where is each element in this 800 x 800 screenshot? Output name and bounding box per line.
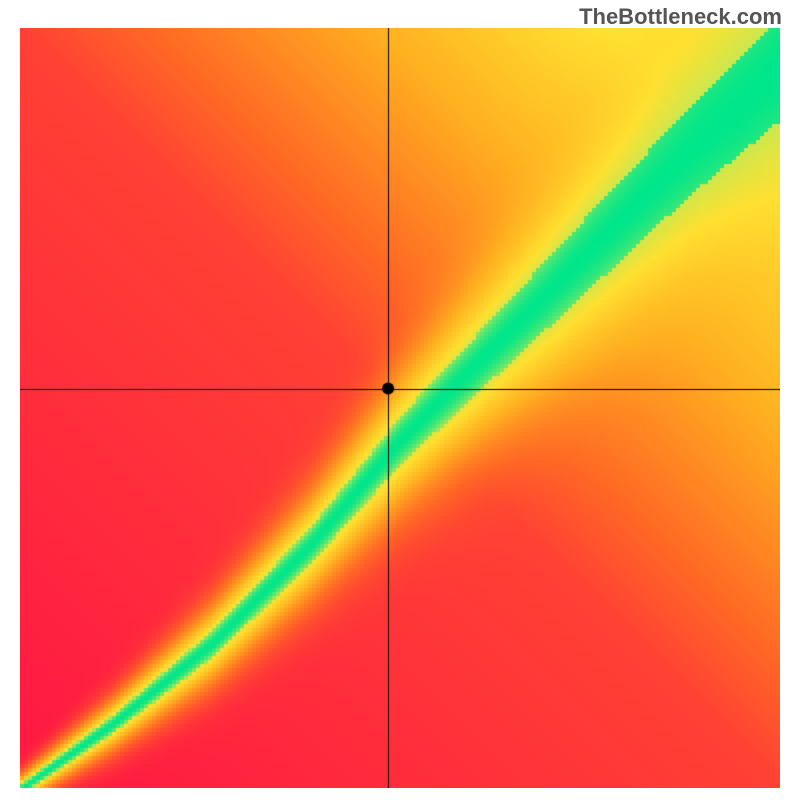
- heatmap-container: [20, 28, 780, 788]
- heatmap-canvas: [20, 28, 780, 788]
- watermark-text: TheBottleneck.com: [579, 4, 782, 30]
